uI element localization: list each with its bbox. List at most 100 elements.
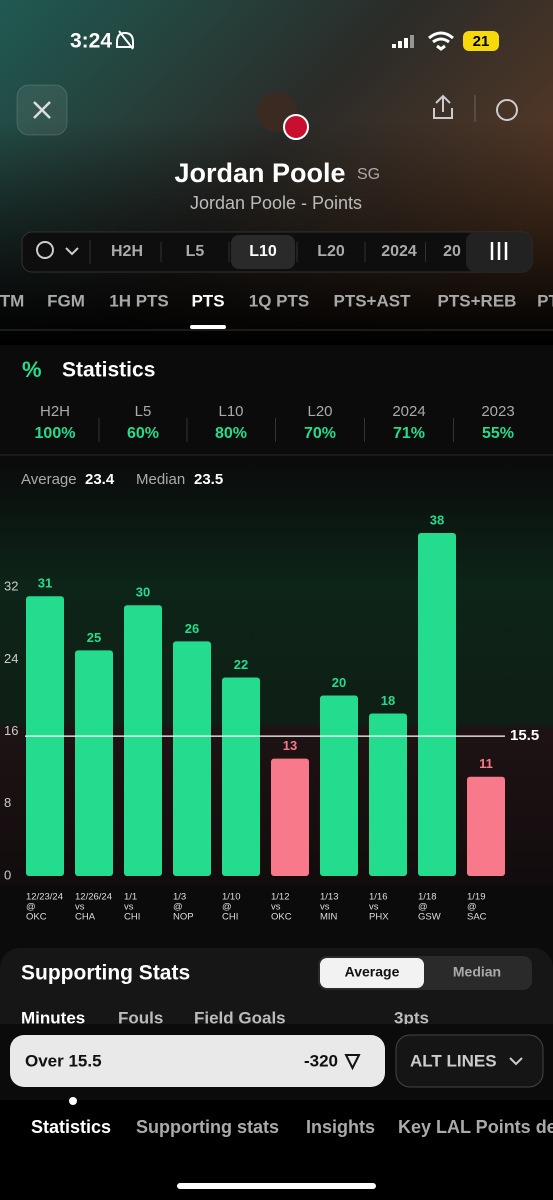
toggle-option[interactable]: Average (345, 964, 400, 980)
stats-icon: % (22, 357, 42, 382)
bottom-tab[interactable]: Insights (306, 1117, 375, 1137)
stat-columns: Minutes Fouls Field Goals 3pts (21, 1008, 429, 1027)
hit-rate-label: H2H (40, 403, 70, 420)
y-tick-label: 0 (4, 867, 11, 882)
bar-value-label: 26 (185, 621, 199, 636)
section-title: Statistics (62, 359, 155, 382)
home-indicator (177, 1183, 376, 1189)
y-tick-label: 8 (4, 795, 11, 810)
x-tick-label: 1/18 (418, 892, 437, 903)
median-label: Median (136, 471, 185, 488)
column-header: 3pts (394, 1008, 429, 1027)
mute-icon (116, 30, 134, 50)
bar (271, 758, 309, 876)
hit-rate-label: 2024 (392, 403, 425, 420)
book-icon (344, 1054, 361, 1071)
x-tick-label: GSW (418, 912, 441, 923)
bar (124, 605, 162, 876)
filter-tab[interactable]: 2024 (381, 243, 417, 260)
x-tick-label: NOP (173, 912, 194, 923)
threshold-label: 15.5 (510, 727, 539, 744)
x-tick-label: vs (320, 902, 330, 913)
x-tick-label: 1/19 (467, 892, 486, 903)
bar-value-label: 11 (479, 756, 493, 771)
x-tick-label: @ (173, 902, 183, 913)
hit-rate-label: L5 (135, 403, 152, 420)
y-tick-label: 16 (4, 723, 18, 738)
column-header: Fouls (118, 1008, 163, 1027)
filter-tab[interactable]: 20 (443, 243, 461, 260)
bar-value-label: 30 (136, 585, 150, 600)
bar (173, 641, 211, 876)
alt-lines-label: ALT LINES (410, 1051, 497, 1070)
bar (222, 677, 260, 876)
x-tick-label: PHX (369, 912, 389, 923)
x-tick-label: @ (467, 902, 477, 913)
y-tick-label: 24 (4, 651, 18, 666)
bar-value-label: 25 (87, 630, 101, 645)
bar (369, 713, 407, 876)
average-value: 23.4 (85, 471, 115, 488)
filter-tab[interactable]: L20 (317, 243, 345, 260)
hit-rate-value: 100% (35, 425, 76, 442)
bet-button[interactable] (10, 1035, 385, 1087)
alt-lines-button[interactable] (395, 1034, 544, 1088)
bottom-tab[interactable]: Key LAL Points de (398, 1117, 553, 1137)
bottom-tab[interactable]: Statistics (31, 1117, 111, 1137)
stat-tab[interactable]: PTS+AST (334, 291, 412, 310)
x-tick-label: vs (271, 902, 281, 913)
hit-rate-label: 2023 (481, 403, 514, 420)
x-tick-label: OKC (26, 912, 47, 923)
bottom-tab[interactable]: Supporting stats (136, 1117, 279, 1137)
filter-tab[interactable]: H2H (111, 243, 143, 260)
bar-value-label: 31 (38, 576, 52, 591)
subtitle: Jordan Poole - Points (190, 193, 362, 213)
signal-icon (392, 35, 414, 48)
stat-tab[interactable]: 1Q PTS (249, 291, 309, 310)
stat-tab[interactable]: PTS+REB (438, 291, 517, 310)
column-header: Minutes (21, 1008, 85, 1027)
dropdown-icon[interactable] (65, 247, 79, 256)
share-button[interactable] (433, 94, 453, 119)
x-tick-label: vs (124, 902, 134, 913)
bar (75, 650, 113, 876)
x-tick-label: 1/13 (320, 892, 339, 903)
stat-tab[interactable]: PT (537, 291, 553, 310)
bar-value-label: 20 (332, 675, 346, 690)
x-tick-label: OKC (271, 912, 292, 923)
bet-line: Over 15.5 (25, 1051, 102, 1070)
bar (467, 776, 505, 876)
sliders-icon (490, 242, 508, 260)
toggle-selected (320, 958, 424, 988)
section-title: Supporting Stats (21, 962, 190, 985)
filter-tab[interactable]: L5 (186, 243, 205, 260)
bar-value-label: 38 (430, 512, 444, 527)
x-tick-label: 1/10 (222, 892, 241, 903)
hit-rates: H2H 100% L5 60% L10 80% L20 70% 2024 71% 2023 55% (35, 403, 515, 442)
filter-tabs: H2H L5 L10 L20 2024 20 (111, 235, 461, 269)
hit-rate-value: 70% (304, 425, 336, 442)
filter-tab[interactable]: L10 (249, 243, 277, 260)
x-tick-label: @ (418, 902, 428, 913)
insight-icon[interactable] (36, 241, 54, 259)
column-header: Field Goals (194, 1008, 286, 1027)
battery-level: 21 (473, 33, 490, 50)
time: 3:24 (70, 30, 112, 53)
settings-button[interactable] (496, 99, 518, 121)
median-value: 23.5 (194, 471, 223, 488)
bar-value-label: 13 (283, 738, 297, 753)
x-tick-label: CHA (75, 912, 96, 923)
stat-tab[interactable]: PTS (191, 291, 224, 310)
y-tick-label: 32 (4, 579, 18, 594)
toggle-option[interactable]: Median (453, 964, 501, 980)
battery-icon (463, 31, 499, 51)
stat-tab[interactable]: 1H PTS (109, 291, 169, 310)
bet-odds: -320 (304, 1051, 338, 1070)
stat-tab[interactable]: TM (0, 291, 24, 310)
average-label: Average (21, 471, 77, 488)
stat-tab[interactable]: FGM (47, 291, 85, 310)
x-tick-label: @ (222, 902, 232, 913)
hit-rate-value: 71% (393, 425, 425, 442)
